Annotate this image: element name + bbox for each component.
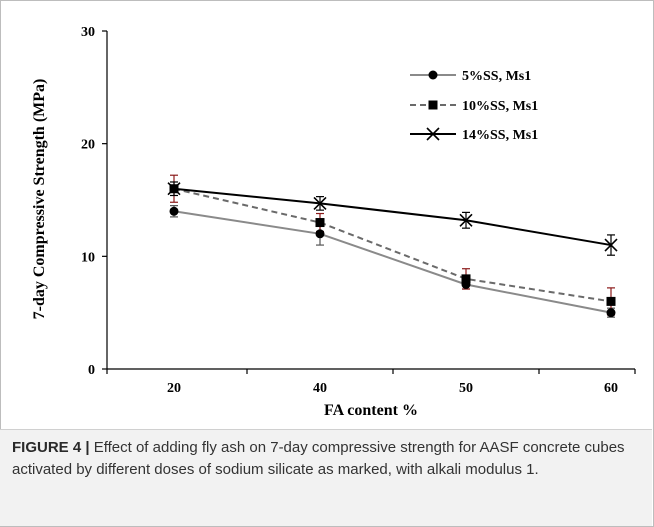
data-point-2-1 bbox=[313, 196, 327, 210]
x-tick-label-40: 40 bbox=[313, 381, 327, 396]
legend-label-0: 5%SS, Ms1 bbox=[462, 69, 531, 84]
chart-legend: 5%SS, Ms1 10%SS, Ms1 14%SS, Ms1 bbox=[410, 69, 538, 143]
data-point-0-0 bbox=[169, 206, 179, 216]
x-tick-label-60: 60 bbox=[604, 381, 618, 396]
data-point-1-3 bbox=[606, 296, 616, 306]
chart-series bbox=[167, 182, 618, 318]
data-point-0-1 bbox=[315, 229, 325, 239]
data-point-2-3 bbox=[604, 238, 618, 252]
figure-caption: FIGURE 4 | Effect of adding fly ash on 7… bbox=[12, 437, 642, 481]
y-tick-label-0: 0 bbox=[88, 363, 95, 378]
y-tick-label-30: 30 bbox=[81, 25, 95, 40]
series-line-2 bbox=[173, 187, 612, 247]
line-chart: 0 10 20 30 20 40 50 60 5%SS, Ms1 10%SS, Ms1 14%SS… bbox=[31, 25, 636, 419]
legend-label-2: 14%SS, Ms1 bbox=[462, 128, 538, 143]
x-axis-title: FA content % bbox=[324, 402, 418, 419]
series-line-0 bbox=[173, 210, 612, 314]
x-tick-label-50: 50 bbox=[459, 381, 473, 396]
chart-axes: 0 10 20 30 20 40 50 60 bbox=[81, 25, 636, 396]
data-point-1-2 bbox=[461, 274, 471, 284]
data-point-1-1 bbox=[315, 218, 325, 228]
legend-marker-1 bbox=[428, 100, 438, 110]
error-bars bbox=[170, 174, 615, 318]
legend-marker-2 bbox=[426, 127, 440, 141]
caption-panel bbox=[0, 429, 652, 526]
series-line-1 bbox=[173, 187, 612, 303]
data-point-2-2 bbox=[459, 213, 473, 227]
y-axis-title: 7-day Compressive Strength (MPa) bbox=[31, 79, 48, 320]
y-tick-label-20: 20 bbox=[81, 138, 95, 153]
figure-label: FIGURE 4 | bbox=[12, 439, 90, 456]
data-point-2-0-b bbox=[167, 182, 181, 196]
legend-marker-2-b bbox=[426, 127, 440, 141]
x-tick-label-20: 20 bbox=[167, 381, 181, 396]
legend-marker-0 bbox=[428, 70, 438, 80]
data-point-0-3 bbox=[606, 308, 616, 318]
y-tick-label-10: 10 bbox=[81, 250, 95, 265]
data-point-2-0 bbox=[167, 182, 181, 196]
caption-text: Effect of adding fly ash on 7-day compre… bbox=[12, 439, 625, 478]
data-point-2-1-b bbox=[313, 196, 327, 210]
data-point-2-3-b bbox=[604, 238, 618, 252]
data-point-2-2-b bbox=[459, 213, 473, 227]
legend-label-1: 10%SS, Ms1 bbox=[462, 99, 538, 114]
